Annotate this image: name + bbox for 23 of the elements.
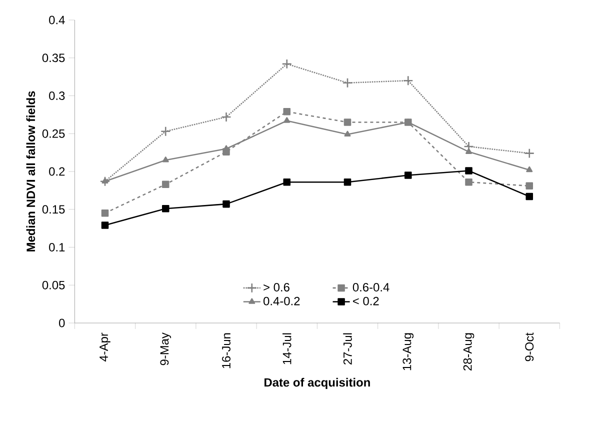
x-tick-label: 4-Apr	[100, 332, 110, 362]
x-tick-label: 9-Oct	[525, 332, 534, 362]
legend-label: 0.6-0.4	[352, 283, 390, 292]
legend-label: < 0.2	[353, 296, 379, 306]
x-tick-label: 16-Jun	[222, 333, 230, 368]
legend-label: 0.4-0.2	[264, 296, 300, 306]
y-tick-label: 0.4	[49, 16, 65, 24]
y-axis-title: Median NDVI all fallow fields	[26, 91, 36, 252]
y-tick-label: 0.1	[49, 243, 65, 252]
x-tick-label: 13-Aug	[402, 333, 414, 370]
y-tick-label: 0.3	[49, 92, 65, 100]
y-tick-label: 0.05	[42, 280, 65, 290]
x-tick-label: 28-Aug	[463, 333, 474, 370]
x-tick-label: 9-May	[160, 332, 172, 366]
x-axis-title: Date of acquisition	[264, 378, 370, 390]
x-tick-label: 27-Jul	[343, 333, 352, 364]
y-tick-label: 0.2	[49, 167, 65, 176]
y-tick-label: 0.35	[42, 54, 65, 62]
x-tick-label: 14-Jul	[282, 333, 292, 364]
y-tick-label: 0	[59, 318, 65, 328]
y-tick-label: 0.25	[42, 129, 65, 138]
y-tick-label: 0.15	[42, 205, 65, 214]
legend-label: > 0.6	[264, 283, 290, 292]
